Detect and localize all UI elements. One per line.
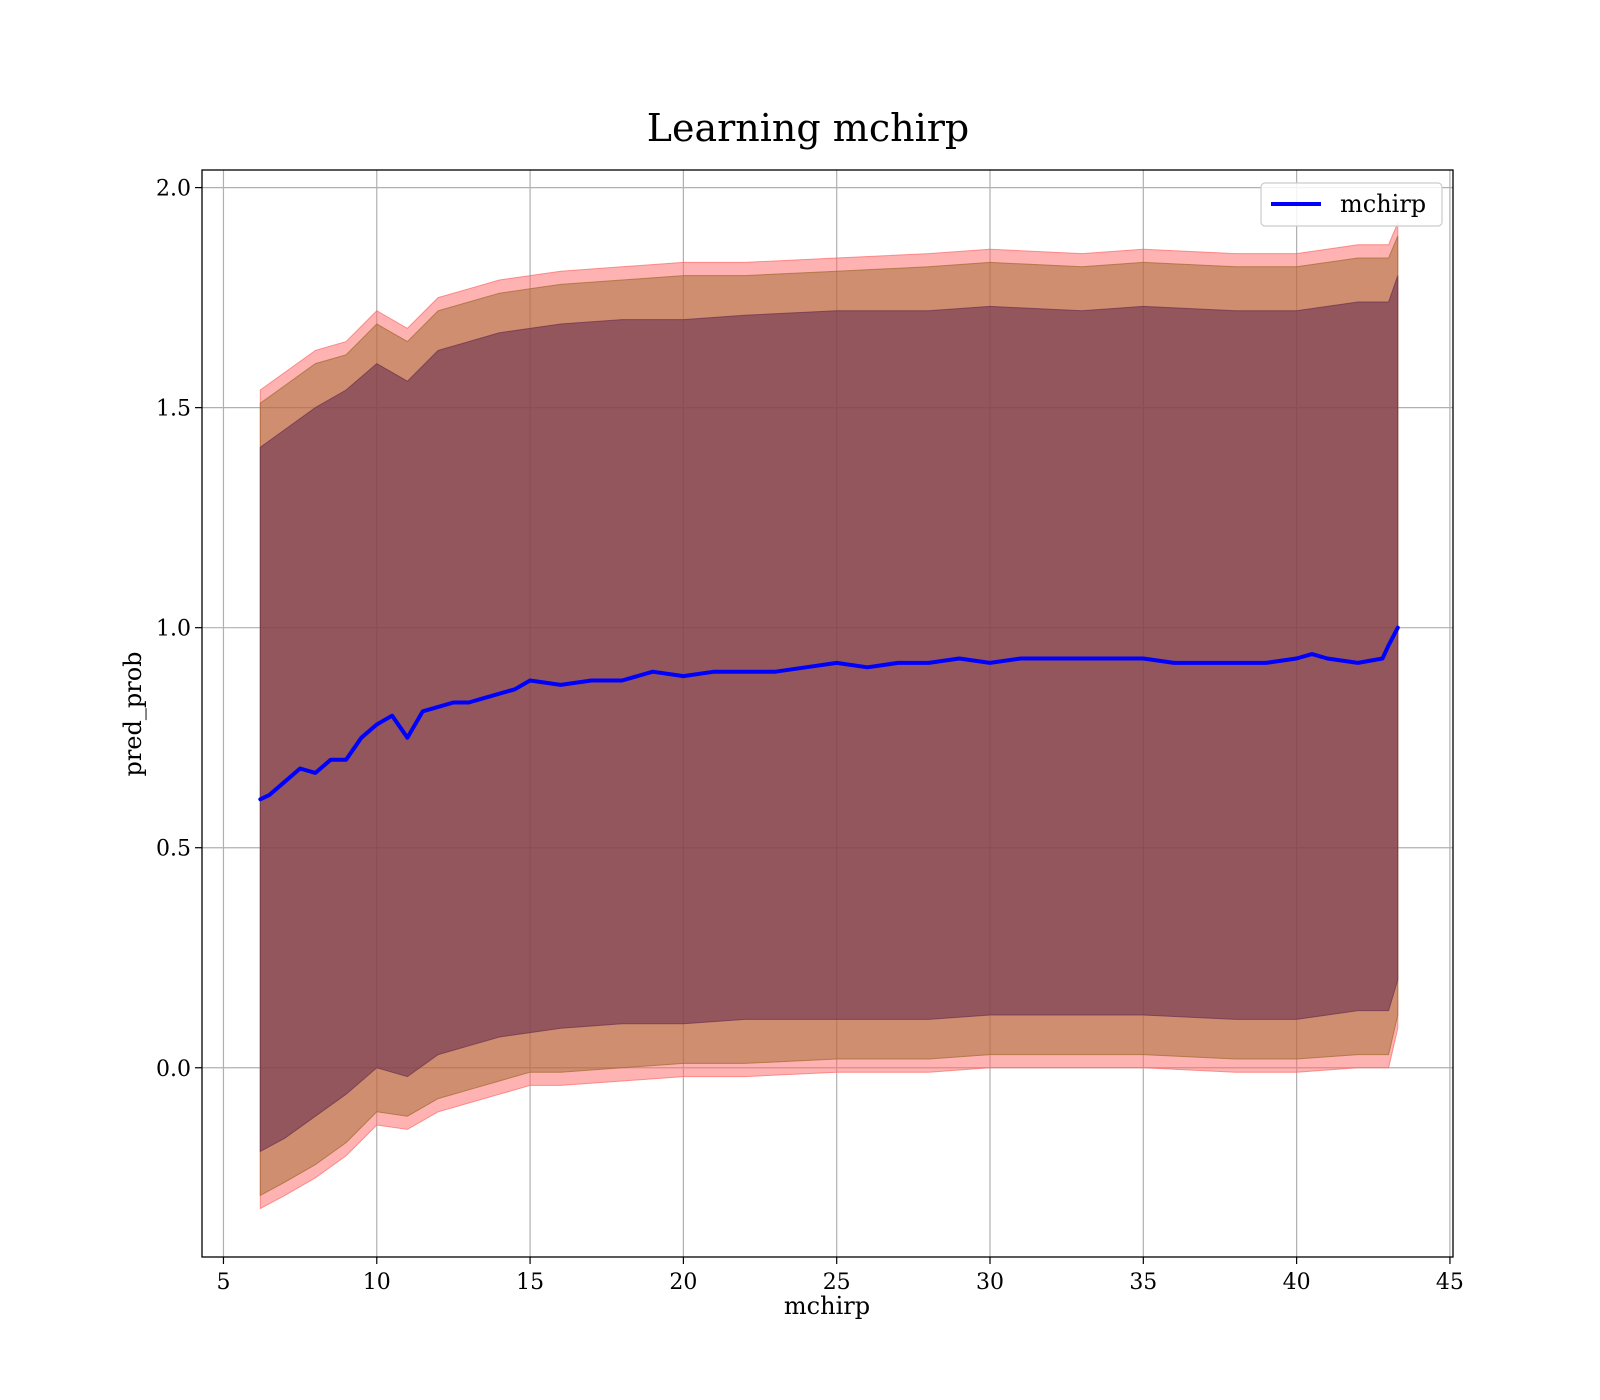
x-tick-label: 45 (1436, 1270, 1464, 1295)
x-tick-label: 5 (216, 1270, 230, 1295)
x-tick-label: 20 (669, 1270, 697, 1295)
y-tick-label: 1.0 (156, 617, 191, 642)
legend-box (1260, 182, 1443, 227)
x-tick-label: 35 (1129, 1270, 1157, 1295)
y-tick-label: 2.0 (156, 177, 191, 202)
legend-label: mchirp (1340, 190, 1426, 218)
x-tick-label: 15 (516, 1270, 544, 1295)
x-tick-label: 40 (1283, 1270, 1311, 1295)
x-axis-label: mchirp (784, 1292, 870, 1320)
series-lines (258, 625, 1400, 802)
x-tick-label: 25 (823, 1270, 851, 1295)
y-tick-label: 1.5 (156, 397, 191, 422)
chart-title: Learning mchirp (647, 106, 969, 150)
x-tick-label: 30 (976, 1270, 1004, 1295)
y-axis-label: pred_prob (119, 651, 147, 776)
y-tick-label: 0.5 (156, 837, 191, 862)
axis-ticks: 5 10 15 20 25 30 35 40 45 0.0 0.5 1.0 1.5 2.0 (156, 177, 1464, 1295)
x-tick-label: 10 (363, 1270, 391, 1295)
series-line-0 (258, 625, 1400, 802)
band-2 (259, 275, 1399, 1153)
legend: mchirp (1260, 182, 1443, 227)
y-tick-label: 0.0 (156, 1057, 191, 1082)
plot-frame (201, 169, 1454, 1258)
confidence-bands (259, 222, 1399, 1210)
